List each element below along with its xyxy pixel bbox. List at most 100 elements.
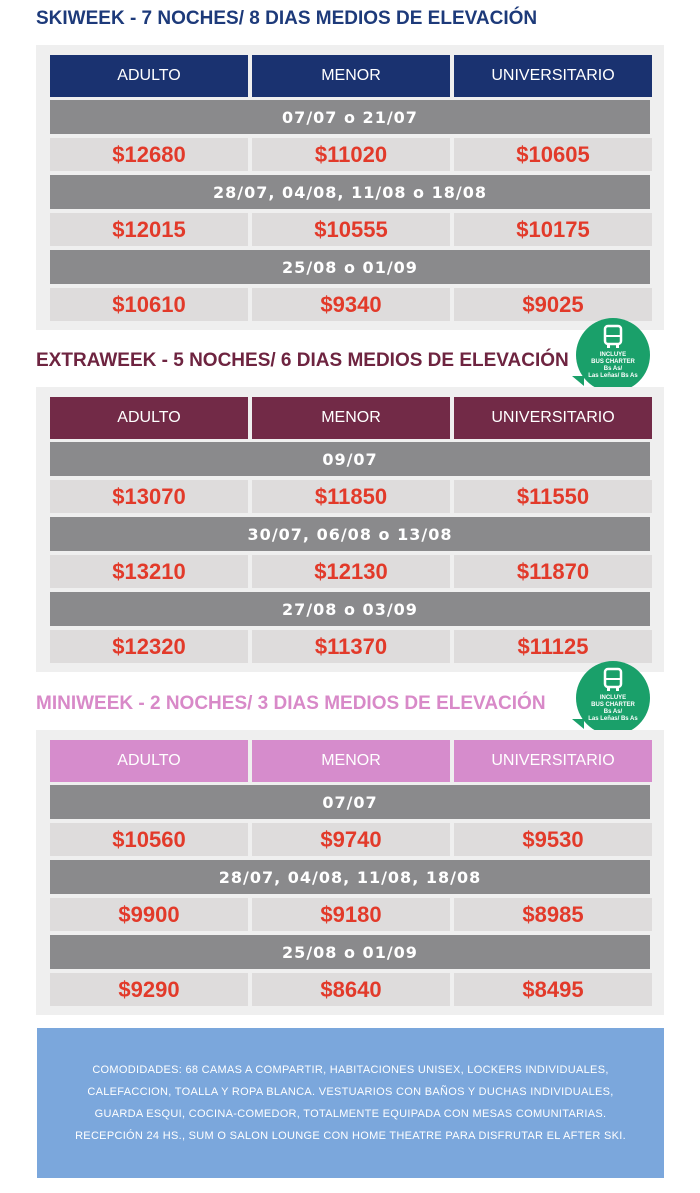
price: 11370 [327,633,388,659]
date-row: 25/08 o 01/09 [50,935,650,969]
section-title: SKIWEEK - 7 NOCHES/ 8 DIAS MEDIOS DE ELE… [36,8,538,29]
price-cell: $11850 [252,480,450,513]
column-header: ADULTO [50,740,248,782]
price: 13210 [124,558,186,584]
price: 11850 [327,483,388,509]
currency: $ [522,291,535,317]
date-row: 28/07, 04/08, 11/08, 18/08 [50,860,650,894]
price-cell: $10560 [50,823,248,856]
price-cell: $12680 [50,138,248,171]
currency: $ [112,483,125,509]
date-row: 07/07 o 21/07 [50,100,650,134]
price: 10560 [124,826,186,852]
badge-line: Las Leñas/ Bs As [588,373,638,379]
price-cell: $9740 [252,823,450,856]
price: 10555 [326,216,388,242]
currency: $ [118,901,131,927]
column-header: MENOR [252,397,450,439]
price-cell: $12320 [50,630,248,663]
price: 12680 [124,141,186,167]
currency: $ [314,141,328,167]
price: 10175 [528,216,590,242]
currency: $ [112,141,125,167]
column-header: UNIVERSITARIO [454,740,652,782]
currency: $ [517,633,530,659]
price: 11870 [529,558,590,584]
bus-icon [603,667,623,691]
price: 11550 [529,483,590,509]
badge-line: INCLUYE [599,695,627,701]
currency: $ [516,216,529,242]
price-cell: $13070 [50,480,248,513]
price: 9340 [332,291,382,317]
price-cell: $11550 [454,480,652,513]
price-cell: $11125 [454,630,652,663]
currency: $ [112,216,125,242]
bus-badge: INCLUYE BUS CHARTER Bs As/Las Leñas/ Bs As [576,318,650,392]
badge-line: Bs As/ [603,366,623,372]
column-header: UNIVERSITARIO [454,397,652,439]
date-row: 28/07, 04/08, 11/08 o 18/08 [50,175,650,209]
column-header: MENOR [252,740,450,782]
price: 8495 [534,976,584,1002]
price-cell: $9900 [50,898,248,931]
currency: $ [522,976,535,1002]
price: 13070 [124,483,186,509]
price-cell: $11020 [252,138,450,171]
currency: $ [320,901,333,927]
price: 9290 [130,976,180,1002]
currency: $ [320,826,333,852]
price-cell: $10605 [454,138,652,171]
price-cell: $13210 [50,555,248,588]
price-cell: $11870 [454,555,652,588]
currency: $ [118,976,131,1002]
price-cell: $12015 [50,213,248,246]
price-cell: $9340 [252,288,450,321]
price-table: ADULTO MENOR UNIVERSITARIO 07/07 $10560 $9740… [36,730,664,1015]
column-header: ADULTO [50,397,248,439]
price: 9180 [332,901,382,927]
amenities-note: COMODIDADES: 68 CAMAS A COMPARTIR, HABIT… [37,1028,664,1178]
price-cell: $10555 [252,213,450,246]
badge-line: BUS CHARTER [591,359,635,365]
currency: $ [112,558,125,584]
currency: $ [314,558,327,584]
currency: $ [516,558,530,584]
currency: $ [112,826,125,852]
badge-line: Bs As/ [603,709,623,715]
price: 9740 [332,826,382,852]
price: 12015 [124,216,186,242]
price-cell: $8495 [454,973,652,1006]
currency: $ [314,483,328,509]
currency: $ [320,976,333,1002]
date-row: 09/07 [50,442,650,476]
price-cell: $9180 [252,898,450,931]
currency: $ [112,291,125,317]
price: 9025 [534,291,584,317]
price-cell: $8640 [252,973,450,1006]
currency: $ [522,826,535,852]
price-table: ADULTO MENOR UNIVERSITARIO 07/07 o 21/07 $12… [36,45,664,330]
date-row: 27/08 o 03/09 [50,592,650,626]
price-cell: $9025 [454,288,652,321]
badge-line: Las Leñas/ Bs As [588,716,638,722]
bus-badge: INCLUYE BUS CHARTER Bs As/Las Leñas/ Bs As [576,661,650,735]
price: 8985 [534,901,584,927]
column-header: UNIVERSITARIO [454,55,652,97]
date-row: 25/08 o 01/09 [50,250,650,284]
price-table: ADULTO MENOR UNIVERSITARIO 09/07 $13070 $1185… [36,387,664,672]
currency: $ [314,633,328,659]
section-title: MINIWEEK - 2 NOCHES/ 3 DIAS MEDIOS DE EL… [36,693,546,714]
price: 11020 [327,141,388,167]
price-cell: $12130 [252,555,450,588]
column-header: ADULTO [50,55,248,97]
price-cell: $8985 [454,898,652,931]
price-cell: $9530 [454,823,652,856]
price: 11125 [529,633,589,659]
price-cell: $11370 [252,630,450,663]
section-title: EXTRAWEEK - 5 NOCHES/ 6 DIAS MEDIOS DE E… [36,350,569,371]
price: 9900 [130,901,180,927]
price: 9530 [534,826,584,852]
price: 12130 [326,558,388,584]
